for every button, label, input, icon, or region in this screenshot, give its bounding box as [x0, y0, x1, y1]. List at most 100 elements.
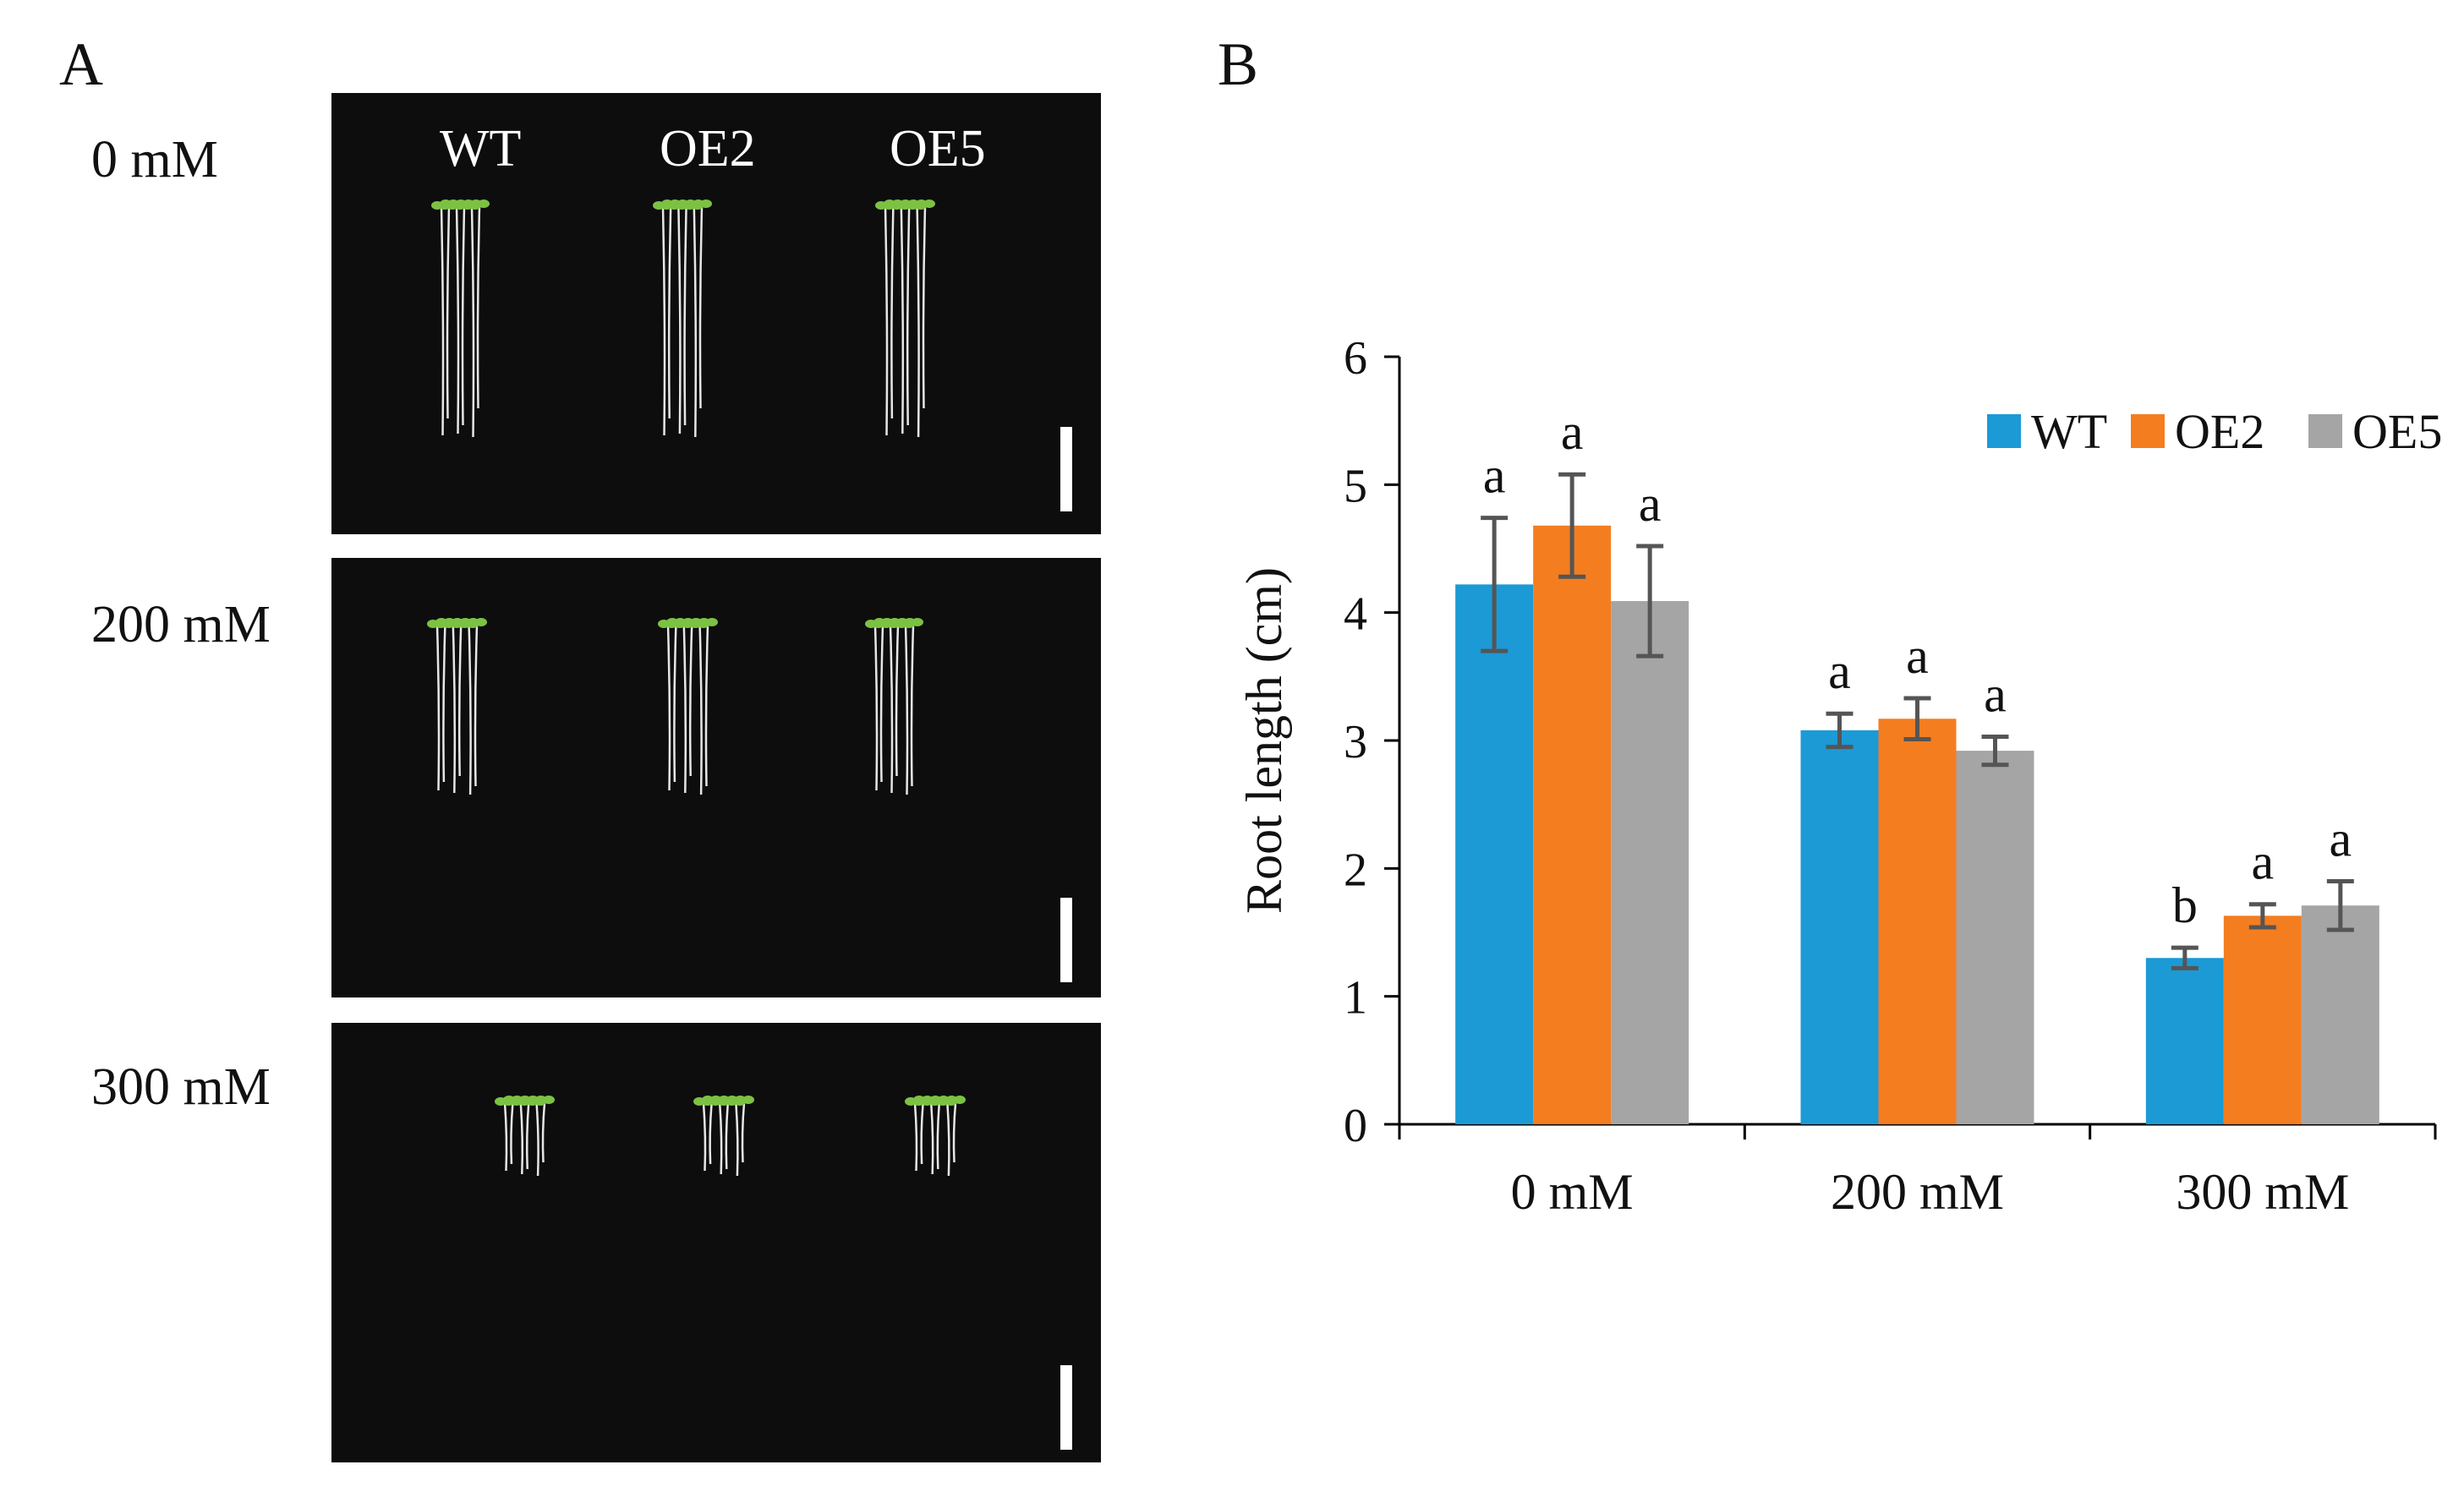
- bar-oe5: [1956, 751, 2034, 1124]
- seedling-root-wt: [503, 1102, 508, 1172]
- condition-label-300mm: 300 mM: [91, 1058, 271, 1116]
- seedling-root-oe5: [895, 625, 900, 777]
- seedling-root-wt: [446, 206, 451, 419]
- y-tick-label: 5: [1344, 460, 1367, 512]
- significance-letter: a: [1984, 666, 2007, 722]
- seedling-root-wt: [510, 1102, 514, 1165]
- y-tick-label: 0: [1344, 1100, 1367, 1152]
- y-tick-label: 1: [1344, 972, 1367, 1025]
- seedling-root-oe5: [906, 206, 911, 426]
- legend-swatch-oe5: [2308, 414, 2342, 448]
- significance-letter: a: [1561, 404, 1584, 460]
- significance-letter: a: [1828, 643, 1851, 699]
- seedling-leaf-oe5: [912, 618, 923, 626]
- bar-oe5: [2301, 905, 2379, 1124]
- seedling-root-oe2: [673, 625, 677, 783]
- seedling-drawing-200mm: [427, 618, 923, 795]
- scale-bar: [1060, 898, 1072, 982]
- legend-swatch-oe2: [2131, 414, 2165, 448]
- seedling-root-oe2: [661, 206, 666, 436]
- bar-wt: [1800, 730, 1879, 1124]
- panel-b-letter: B: [1218, 30, 1259, 98]
- condition-label-200mm: 200 mM: [91, 596, 271, 653]
- seedling-drawing-300mm: [495, 1096, 966, 1177]
- seedling-root-wt: [455, 206, 460, 434]
- seedling-plate-300mm: [331, 1023, 1101, 1462]
- seedling-leaf-wt: [478, 199, 490, 208]
- y-tick-label: 3: [1344, 716, 1367, 768]
- seedling-drawing-0mm: [431, 199, 935, 438]
- seedling-leaf-wt: [475, 618, 487, 626]
- significance-letter: a: [2252, 834, 2275, 890]
- seedling-root-wt: [474, 625, 479, 787]
- legend-label-oe2: OE2: [2175, 404, 2264, 459]
- seedling-leaf-oe5: [954, 1096, 966, 1104]
- genotype-label-oe2: OE2: [660, 120, 756, 178]
- seedling-root-oe5: [946, 1102, 950, 1177]
- seedling-plate-0mm: WT OE2 OE5: [331, 93, 1101, 534]
- y-tick-label: 6: [1344, 332, 1367, 385]
- seedling-root-oe5: [884, 206, 889, 436]
- seedling-root-oe5: [890, 206, 895, 419]
- seedling-leaf-oe2: [700, 199, 712, 208]
- seedling-root-oe2: [693, 206, 698, 438]
- seedling-root-oe5: [916, 206, 920, 438]
- seedling-root-oe5: [889, 625, 894, 794]
- condition-label-0mm: 0 mM: [91, 131, 218, 189]
- seedling-root-wt: [525, 1102, 530, 1170]
- seedling-root-wt: [470, 206, 475, 438]
- seedling-root-oe5: [910, 625, 915, 787]
- significance-letter: a: [2330, 811, 2352, 866]
- genotype-label-oe5: OE5: [890, 120, 986, 178]
- bar-wt: [2145, 958, 2224, 1124]
- bar-oe2: [1878, 719, 1957, 1124]
- legend-label-oe5: OE5: [2352, 404, 2442, 459]
- seedling-root-oe2: [718, 1102, 723, 1175]
- seedling-root-oe5: [904, 625, 909, 795]
- seedling-root-oe2: [704, 625, 709, 787]
- seedling-root-oe5: [920, 1102, 924, 1165]
- seedling-leaf-oe2: [742, 1096, 754, 1104]
- seedling-leaf-oe5: [923, 199, 935, 208]
- legend-swatch-wt: [1987, 414, 2021, 448]
- seedling-root-oe2: [682, 625, 687, 794]
- significance-letter: a: [1639, 476, 1662, 532]
- genotype-label-wt: WT: [440, 120, 522, 178]
- seedling-root-oe2: [698, 625, 703, 795]
- x-tick-label: 0 mM: [1511, 1164, 1634, 1220]
- seedling-root-wt: [461, 206, 466, 426]
- scale-bar: [1060, 1365, 1072, 1450]
- panel-a-letter: A: [59, 30, 103, 98]
- seedling-root-oe5: [873, 625, 879, 791]
- seedling-root-wt: [468, 625, 472, 795]
- bar-oe2: [1533, 525, 1612, 1124]
- significance-letter: a: [1906, 628, 1929, 684]
- seedling-root-wt: [541, 1102, 546, 1163]
- seedling-root-oe2: [677, 206, 682, 434]
- scale-bar: [1060, 427, 1072, 511]
- seedling-root-wt: [535, 1102, 539, 1177]
- bar-wt: [1455, 584, 1534, 1124]
- seedling-root-oe2: [709, 1102, 713, 1165]
- seedling-root-oe5: [952, 1102, 957, 1163]
- seedling-root-wt: [440, 206, 445, 436]
- seedling-root-oe2: [735, 1102, 739, 1177]
- seedling-root-oe5: [922, 206, 927, 409]
- seedling-root-wt: [452, 625, 457, 794]
- seedling-root-oe2: [725, 1102, 730, 1170]
- seedling-root-wt: [457, 625, 463, 777]
- x-tick-label: 300 mM: [2176, 1164, 2349, 1220]
- bar-oe2: [2223, 915, 2302, 1124]
- significance-letter: a: [1483, 448, 1506, 504]
- seedling-plate-200mm: [331, 558, 1101, 997]
- seedling-root-wt: [476, 206, 481, 409]
- seedling-root-oe2: [702, 1102, 707, 1172]
- bar-oe5: [1611, 601, 1689, 1124]
- seedling-root-oe2: [688, 625, 693, 777]
- significance-letter: b: [2172, 877, 2198, 933]
- seedling-root-oe2: [741, 1102, 746, 1163]
- seedling-leaf-oe2: [706, 618, 718, 626]
- seedling-root-oe5: [900, 206, 905, 434]
- seedling-root-oe2: [683, 206, 687, 426]
